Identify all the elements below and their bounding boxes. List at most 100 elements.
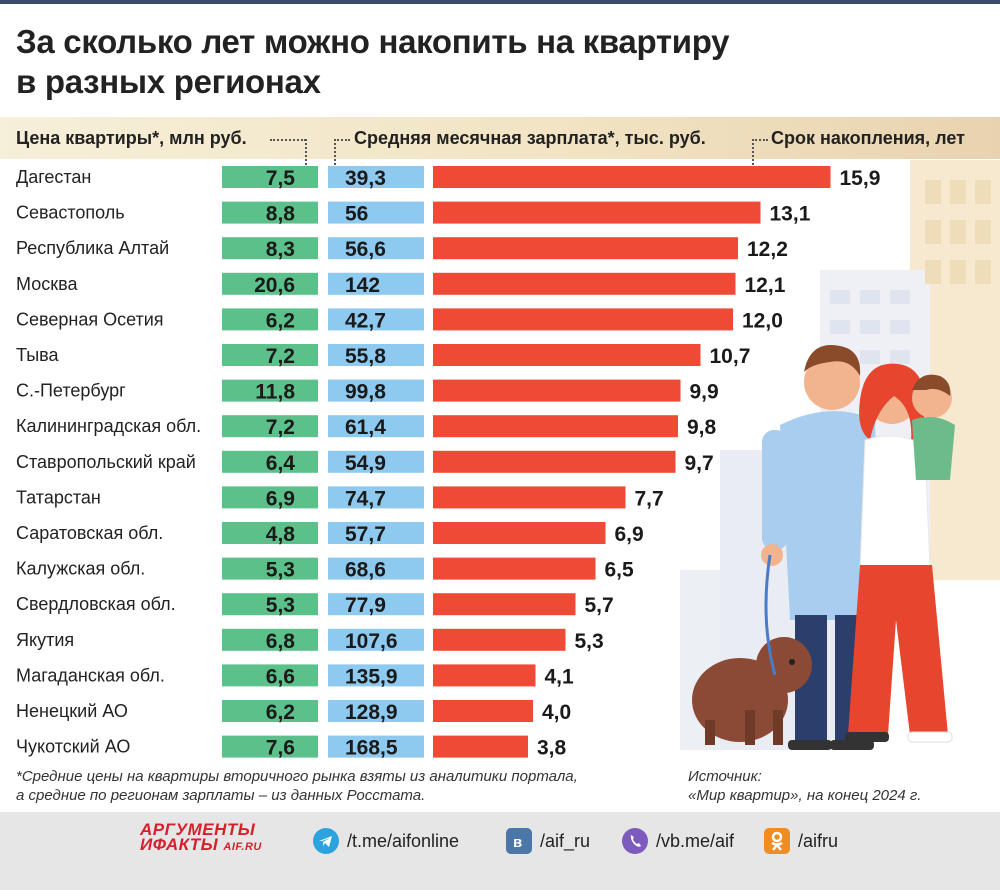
price-value: 6,6 (266, 665, 295, 688)
price-cell (222, 522, 318, 544)
ok-link[interactable]: /aifru (764, 826, 838, 856)
price-cell (222, 379, 318, 402)
price-value: 7,5 (266, 167, 296, 190)
vk-icon: в (506, 828, 532, 854)
price-cell (222, 344, 318, 366)
price-cell (222, 272, 318, 295)
logo-domain: AIF.RU (223, 841, 262, 853)
price-cell (222, 201, 318, 224)
viber-link-text: /vb.me/aif (656, 830, 735, 851)
years-bar (433, 237, 738, 260)
logo-line-1: АРГУМЕНТЫ (140, 820, 256, 839)
price-cell (222, 593, 318, 616)
region-label: Республика Алтай (16, 238, 169, 258)
salary-value: 39,3 (345, 167, 386, 190)
region-label: Ставропольский край (16, 452, 196, 472)
salary-cell (328, 486, 424, 509)
price-value: 6,8 (266, 630, 296, 653)
salary-value: 77,9 (345, 594, 386, 617)
years-bar (433, 593, 576, 616)
viber-link[interactable]: /vb.me/aif (622, 826, 734, 856)
region-label: Северная Осетия (16, 309, 164, 329)
years-leader-h (752, 139, 768, 141)
years-leader-v (752, 139, 754, 169)
page-title: За сколько лет можно накопить на квартир… (16, 22, 776, 102)
salary-value: 57,7 (345, 523, 386, 546)
price-value: 4,8 (266, 523, 296, 546)
price-value: 8,3 (266, 238, 295, 261)
aif-logo[interactable]: АРГУМЕНТЫ ИФАКТЫ AIF.RU (140, 820, 290, 856)
price-cell (222, 486, 318, 509)
salary-value: 107,6 (345, 630, 398, 653)
ok-link-text: /aifru (798, 830, 839, 851)
years-bar (433, 415, 678, 438)
source-note: Источник: «Мир квартир», на конец 2024 г… (688, 767, 988, 805)
price-cell (222, 700, 318, 722)
salary-value: 68,6 (345, 559, 386, 582)
svg-text:в: в (513, 834, 522, 851)
price-value: 6,2 (266, 309, 295, 332)
years-bar (433, 201, 761, 224)
years-bar (433, 450, 676, 473)
years-value: 10,7 (710, 345, 751, 368)
salary-value: 42,7 (345, 309, 386, 332)
region-label: Севастополь (16, 203, 125, 223)
region-label: Калужская обл. (16, 559, 145, 579)
years-bar (433, 379, 681, 402)
salary-cell (328, 237, 424, 260)
price-value: 6,9 (266, 487, 295, 510)
ok-icon (764, 828, 790, 854)
salary-cell (328, 557, 424, 580)
salary-value: 55,8 (345, 345, 386, 368)
price-value: 20,6 (254, 274, 295, 297)
price-cell (222, 166, 318, 188)
region-label: Якутия (16, 630, 74, 650)
price-value: 7,2 (266, 416, 295, 439)
years-value: 3,8 (537, 737, 567, 760)
region-label: Чукотский АО (16, 737, 130, 757)
years-value: 6,9 (615, 523, 644, 546)
salary-cell (328, 166, 424, 188)
price-cell (222, 415, 318, 438)
infographic-card: За сколько лет можно накопить на квартир… (0, 0, 1000, 805)
price-cell (222, 628, 318, 651)
salary-cell (328, 700, 424, 722)
salary-cell (328, 201, 424, 224)
footnote: *Средние цены на квартиры вторичного рын… (16, 767, 636, 805)
years-value: 12,2 (747, 238, 788, 261)
salary-leader-v (334, 139, 336, 165)
salary-cell (328, 272, 424, 295)
vk-link[interactable]: в /aif_ru (506, 826, 590, 856)
years-value: 5,7 (585, 594, 614, 617)
salary-cell (328, 522, 424, 544)
salary-cell (328, 735, 424, 758)
years-column-header: Срок накопления, лет (771, 128, 965, 148)
salary-cell (328, 628, 424, 651)
years-bar (433, 664, 536, 687)
years-value: 13,1 (770, 203, 811, 226)
salary-value: 168,5 (345, 737, 398, 760)
years-bar (433, 522, 606, 544)
region-label: Калининградская обл. (16, 416, 201, 436)
region-label: Дагестан (16, 167, 91, 187)
salary-value: 54,9 (345, 452, 386, 475)
footer-bar: АРГУМЕНТЫ ИФАКТЫ AIF.RU /t.me/aifonline … (0, 812, 1000, 890)
price-value: 8,8 (266, 203, 296, 226)
region-label: Татарстан (16, 487, 101, 507)
salary-value: 61,4 (345, 416, 386, 439)
years-value: 4,1 (545, 665, 575, 688)
years-value: 9,7 (685, 452, 714, 475)
telegram-link[interactable]: /t.me/aifonline (313, 826, 459, 856)
price-value: 7,6 (266, 737, 295, 760)
region-label: Магаданская обл. (16, 665, 165, 685)
price-cell (222, 237, 318, 260)
price-value: 7,2 (266, 345, 295, 368)
price-column-header: Цена квартиры*, млн руб. (16, 128, 247, 148)
years-value: 9,8 (687, 416, 717, 439)
salary-value: 74,7 (345, 487, 386, 510)
years-bar (433, 700, 533, 722)
top-rule (0, 0, 1000, 4)
price-leader-h (270, 139, 306, 141)
salary-cell (328, 450, 424, 473)
price-value: 6,2 (266, 701, 295, 724)
